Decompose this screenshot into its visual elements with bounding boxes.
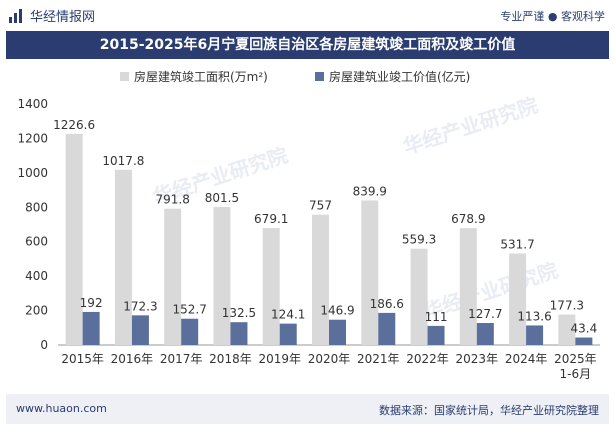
data-label: 192: [80, 296, 103, 310]
bar: [329, 319, 346, 345]
x-tick-label: 2016年: [111, 352, 154, 366]
x-tick-label: 2017年: [160, 352, 203, 366]
logo-icon: [9, 8, 22, 23]
data-label: 757: [309, 199, 332, 213]
data-label: 791.8: [156, 193, 190, 207]
x-tick-label: 2018年: [209, 352, 252, 366]
data-label: 1017.8: [102, 154, 144, 168]
bar: [262, 228, 280, 345]
brand-name: 华经情报网: [30, 10, 96, 25]
bar: [131, 315, 149, 345]
data-label: 132.5: [222, 306, 256, 320]
y-tick-label: 400: [25, 269, 48, 283]
data-source: 数据来源：国家统计局，华经产业研究院整理: [379, 404, 599, 417]
data-label: 111: [425, 310, 448, 324]
data-label: 113.6: [517, 309, 551, 323]
x-tick-label: 1-6月: [560, 367, 592, 381]
bar: [427, 325, 445, 345]
data-label: 172.3: [123, 299, 157, 313]
bar: [230, 322, 248, 345]
data-label: 801.5: [205, 191, 239, 205]
bar: [312, 214, 329, 345]
x-tick-label: 2019年: [258, 352, 301, 366]
legend-swatch: [120, 72, 129, 81]
x-tick-label: 2025年: [554, 352, 597, 366]
bar: [114, 169, 132, 345]
data-label: 678.9: [451, 212, 485, 226]
bar: [181, 318, 199, 345]
data-label: 531.7: [500, 237, 534, 251]
y-tick-label: 1000: [17, 166, 48, 180]
tagline: 专业严谨 ● 客观科学: [500, 10, 605, 23]
y-tick-label: 1400: [17, 97, 48, 111]
data-label: 186.6: [370, 297, 404, 311]
chart-title: 2015-2025年6月宁夏回族自治区各房屋建筑竣工面积及竣工价值: [6, 31, 609, 59]
data-label: 1226.6: [53, 118, 95, 132]
x-tick-label: 2015年: [61, 352, 104, 366]
bar: [410, 248, 428, 345]
bar: [476, 323, 494, 345]
data-label: 127.7: [468, 307, 502, 321]
chart: 房屋建筑竣工面积(万m²) 房屋建筑业竣工价值(亿元) 0 200 400 600 800 1…: [17, 69, 600, 381]
bar: [378, 312, 396, 345]
x-tick-label: 2024年: [505, 352, 548, 366]
footer-url[interactable]: www.huaon.com: [16, 402, 107, 415]
data-label: 152.7: [173, 303, 207, 317]
y-tick-label: 1200: [17, 131, 48, 145]
x-tick-label: 2023年: [456, 352, 499, 366]
data-label: 177.3: [550, 298, 584, 312]
legend-label: 房屋建筑竣工面积(万m²): [134, 69, 268, 84]
y-tick-label: 800: [25, 200, 48, 214]
y-tick-label: 200: [25, 304, 48, 318]
bar: [279, 323, 297, 345]
legend-label: 房屋建筑业竣工价值(亿元): [329, 69, 470, 84]
data-label: 559.3: [402, 233, 436, 247]
bar: [213, 207, 231, 345]
bar: [82, 311, 100, 345]
y-tick-label: 600: [25, 235, 48, 249]
data-label: 43.4: [571, 322, 598, 336]
x-tick-label: 2022年: [406, 352, 449, 366]
bar: [526, 325, 544, 345]
bar: [459, 228, 477, 345]
bar: [575, 337, 593, 345]
legend-swatch: [315, 72, 324, 81]
data-label: 679.1: [254, 212, 288, 226]
bar: [361, 200, 379, 345]
x-tick-label: 2021年: [357, 352, 400, 366]
bar: [509, 253, 527, 345]
top-bar: 华经情报网 专业严谨 ● 客观科学: [0, 0, 615, 30]
data-label: 839.9: [353, 184, 387, 198]
bar: [558, 314, 576, 345]
x-tick-label: 2020年: [308, 352, 351, 366]
brand: 华经情报网: [8, 6, 95, 25]
data-label: 124.1: [271, 308, 305, 322]
data-label: 146.9: [320, 304, 354, 318]
footer: www.huaon.com 数据来源：国家统计局，华经产业研究院整理: [6, 394, 609, 424]
y-tick-label: 0: [40, 338, 48, 352]
bar: [65, 133, 83, 345]
bar: [164, 208, 182, 345]
